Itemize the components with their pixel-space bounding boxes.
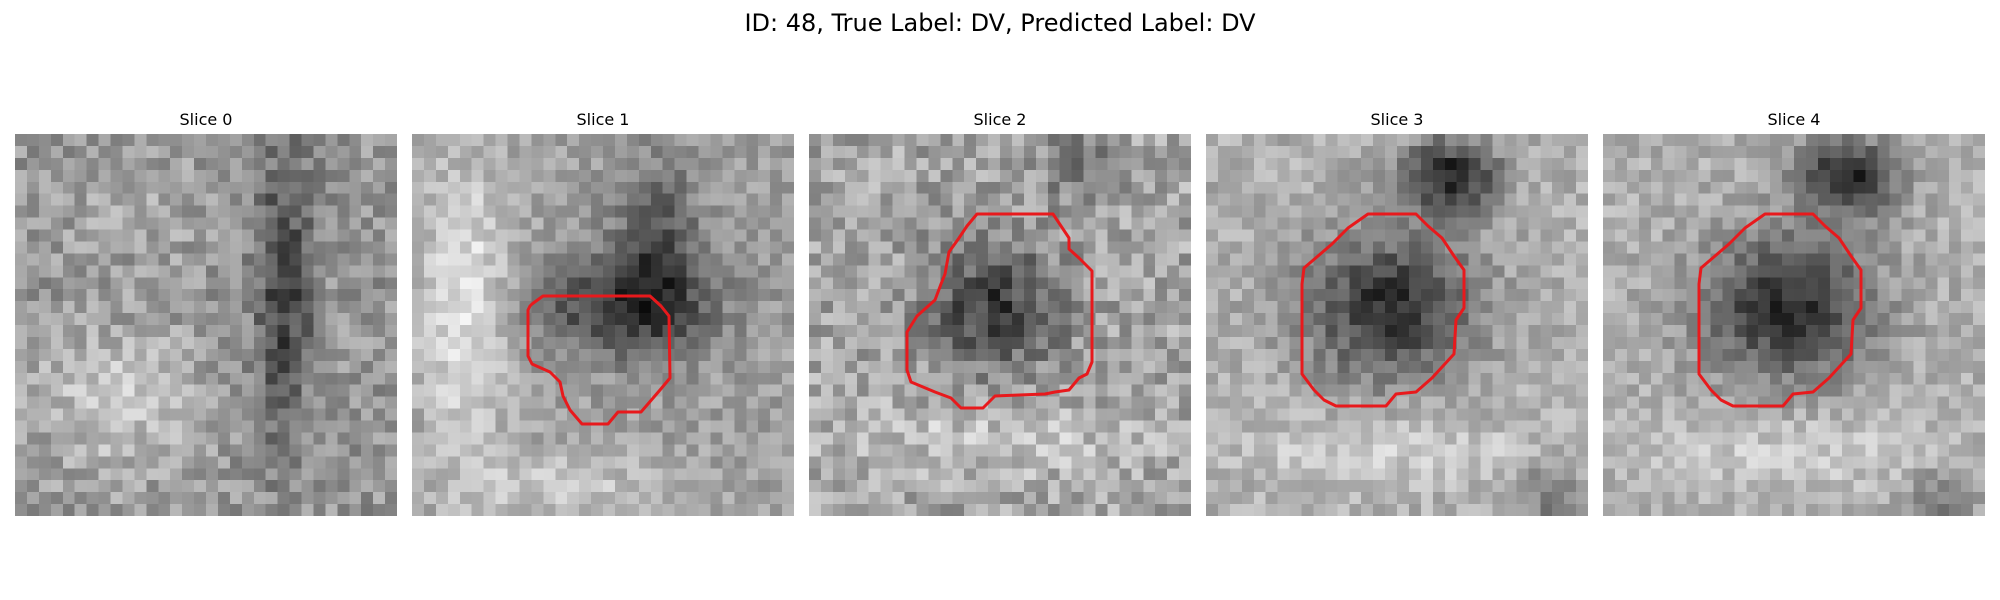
slice-panel-1: Slice 1: [412, 110, 794, 520]
slice-panel-3: Slice 3: [1206, 110, 1588, 520]
slice-image-4: [1603, 134, 1985, 516]
slice-image-3: [1206, 134, 1588, 516]
slice-image-1: [412, 134, 794, 516]
slice-title-4: Slice 4: [1767, 110, 1821, 129]
slice-panel-0: Slice 0: [15, 110, 397, 520]
slice-panels: Slice 0 Slice 1 Slice 2 Slice 3 Slice 4: [15, 110, 1985, 520]
slice-title-1: Slice 1: [576, 110, 630, 129]
slice-title-2: Slice 2: [973, 110, 1027, 129]
slice-title-3: Slice 3: [1370, 110, 1424, 129]
figure-title: ID: 48, True Label: DV, Predicted Label:…: [744, 9, 1256, 37]
slice-image-2: [809, 134, 1191, 516]
slice-title-0: Slice 0: [179, 110, 233, 129]
slice-image-0: [15, 134, 397, 516]
slice-panel-4: Slice 4: [1603, 110, 1985, 520]
slice-panel-2: Slice 2: [809, 110, 1191, 520]
